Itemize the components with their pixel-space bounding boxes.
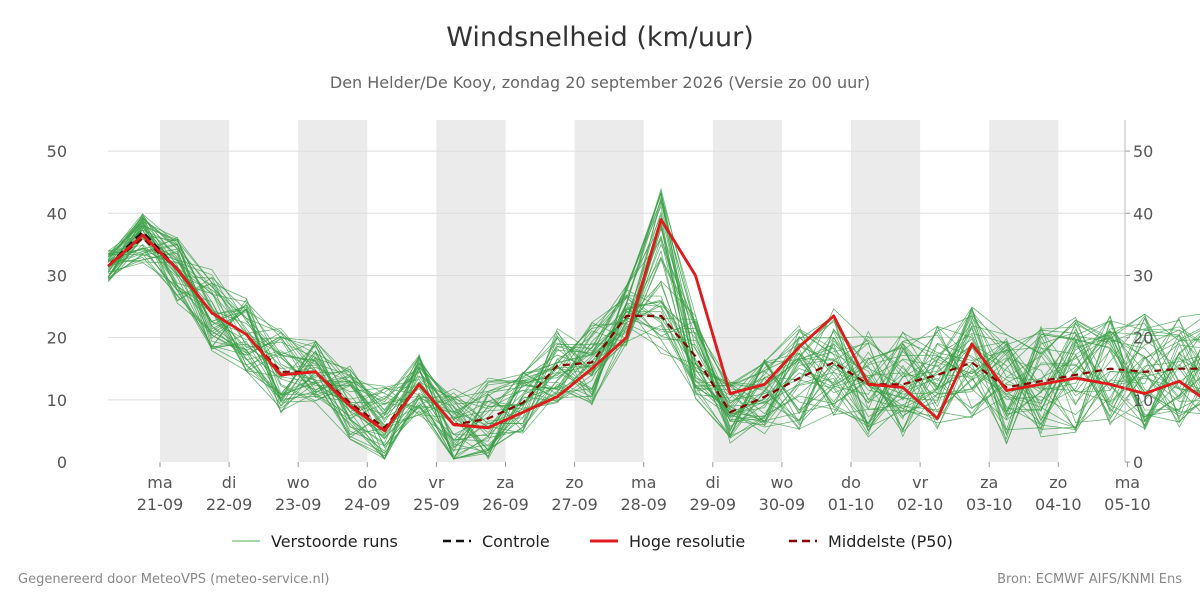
x-tick-date: 30-09 — [759, 495, 806, 514]
x-tick-day: zo — [566, 473, 584, 492]
x-tick-date: 25-09 — [413, 495, 460, 514]
y-tick-left: 30 — [47, 266, 67, 285]
x-tick-day: di — [705, 473, 720, 492]
y-tick-left: 20 — [47, 329, 67, 348]
ensemble-member-line — [107, 187, 1200, 452]
x-tick-day: wo — [287, 473, 310, 492]
ensemble-member-line — [107, 235, 1200, 426]
x-tick-day: za — [496, 473, 514, 492]
ensemble-member-line — [107, 226, 1200, 460]
y-tick-right: 30 — [1133, 266, 1153, 285]
y-tick-right: 10 — [1133, 391, 1153, 410]
x-tick-date: 03-10 — [966, 495, 1013, 514]
axes: 0 0 10 10 20 20 30 30 40 40 50 50 ma 21-09 di 22-09 wo 23… — [47, 120, 1153, 514]
y-tick-left: 10 — [47, 391, 67, 410]
shaded-day-27-09 — [574, 120, 644, 462]
x-tick-day: do — [357, 473, 377, 492]
legend-verstoorde-runs-label: Verstoorde runs — [271, 532, 398, 551]
footer-source: Bron: ECMWF AIFS/KNMI Ens — [997, 572, 1182, 587]
x-tick-day: ma — [1115, 473, 1140, 492]
y-tick-left: 50 — [47, 142, 67, 161]
y-tick-right: 0 — [1133, 453, 1143, 472]
y-tick-left: 40 — [47, 204, 67, 223]
x-tick-day: za — [980, 473, 998, 492]
ensemble-lines — [107, 187, 1200, 460]
x-tick-date: 05-10 — [1104, 495, 1151, 514]
main-lines — [107, 218, 1200, 433]
ensemble-member-line — [107, 217, 1200, 457]
x-tick-day: zo — [1049, 473, 1067, 492]
ensemble-member-line — [108, 193, 1200, 453]
ensemble-member-line — [107, 227, 1200, 460]
legend-controle-label: Controle — [482, 532, 550, 551]
y-tick-right: 40 — [1133, 204, 1153, 223]
ensemble-member-line — [107, 225, 1200, 457]
x-tick-date: 26-09 — [482, 495, 529, 514]
x-tick-date: 28-09 — [620, 495, 667, 514]
x-tick-date: 29-09 — [690, 495, 737, 514]
ensemble-member-line — [107, 190, 1200, 454]
legend-middelste-label: Middelste (P50) — [828, 532, 953, 551]
y-tick-left: 0 — [57, 453, 67, 472]
hires-line — [107, 218, 1200, 433]
x-tick-day: do — [841, 473, 861, 492]
ensemble-member-line — [107, 216, 1200, 435]
x-tick-date: 22-09 — [206, 495, 253, 514]
ensemble-member-line — [107, 243, 1200, 460]
x-tick-date: 24-09 — [344, 495, 391, 514]
ensemble-member-line — [108, 249, 1200, 438]
chart-subtitle: Den Helder/De Kooy, zondag 20 september … — [329, 73, 871, 92]
legend-hoge-resolutie-label: Hoge resolutie — [629, 532, 745, 551]
ensemble-member-line — [108, 222, 1200, 431]
x-tick-day: vr — [428, 473, 444, 492]
chart-title: Windsnelheid (km/uur) — [446, 22, 754, 53]
x-tick-day: vr — [912, 473, 928, 492]
ensemble-member-line — [107, 213, 1200, 448]
ensemble-member-line — [108, 244, 1200, 438]
x-tick-date: 02-10 — [897, 495, 944, 514]
ensemble-member-line — [107, 219, 1200, 460]
x-tick-date: 01-10 — [828, 495, 875, 514]
shaded-days — [160, 120, 1059, 462]
x-tick-date: 27-09 — [551, 495, 598, 514]
x-tick-day: ma — [631, 473, 656, 492]
ensemble-member-line — [107, 197, 1200, 451]
x-tick-date: 23-09 — [275, 495, 322, 514]
y-tick-right: 20 — [1133, 329, 1153, 348]
footer-generator: Gegenereerd door MeteoVPS (meteo-service… — [18, 572, 330, 587]
ensemble-member-line — [108, 244, 1200, 458]
ensemble-member-line — [107, 229, 1200, 431]
x-tick-day: ma — [147, 473, 172, 492]
legend: Verstoorde runs Controle Hoge resolutie Mid… — [232, 532, 953, 551]
x-tick-day: wo — [770, 473, 793, 492]
x-tick-date: 21-09 — [137, 495, 184, 514]
y-tick-right: 50 — [1133, 142, 1153, 161]
ensemble-member-line — [107, 218, 1200, 458]
x-tick-day: di — [222, 473, 237, 492]
x-tick-date: 04-10 — [1035, 495, 1082, 514]
